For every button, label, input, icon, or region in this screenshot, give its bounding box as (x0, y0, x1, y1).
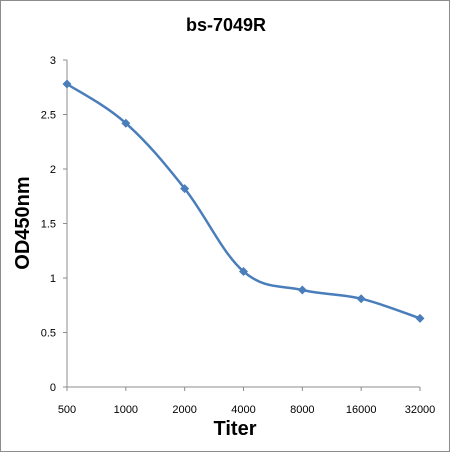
data-point (415, 313, 425, 323)
x-tick-label: 8000 (290, 404, 314, 416)
x-tick-label: 2000 (172, 404, 196, 416)
x-ticks: 500 1000 2000 4000 8000 16000 32000 (58, 387, 435, 416)
chart-title: bs-7049R (186, 15, 266, 35)
x-tick-label: 32000 (405, 404, 436, 416)
data-point (180, 184, 190, 194)
y-ticks: 0 0.5 1 1.5 2 2.5 3 (41, 55, 67, 394)
series-line (66, 82, 421, 320)
y-tick-label: 1 (50, 273, 56, 285)
data-point (356, 294, 366, 304)
series (62, 79, 425, 323)
data-point (239, 266, 248, 276)
y-tick-label: 0 (50, 382, 56, 394)
y-tick-label: 3 (50, 55, 56, 67)
x-axis-label: Titer (214, 418, 257, 440)
axes (66, 60, 420, 388)
data-point (297, 285, 307, 295)
y-tick-label: 0.5 (41, 328, 56, 340)
x-tick-label: 1000 (114, 404, 138, 416)
data-point (121, 118, 131, 128)
x-tick-label: 500 (58, 404, 76, 416)
x-tick-label: 16000 (346, 404, 377, 416)
y-tick-label: 2.5 (41, 110, 56, 122)
y-axis-label: OD450nm (12, 176, 34, 269)
x-tick-label: 4000 (231, 404, 255, 416)
data-point (62, 79, 72, 89)
y-tick-label: 2 (50, 164, 56, 176)
y-tick-label: 1.5 (41, 219, 56, 231)
